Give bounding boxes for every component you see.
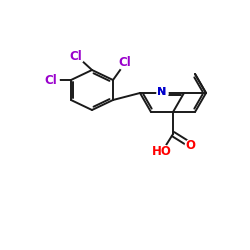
Text: Cl: Cl <box>44 74 58 86</box>
Text: N: N <box>158 87 166 97</box>
Text: O: O <box>186 138 196 151</box>
Text: Cl: Cl <box>70 50 82 62</box>
Text: HO: HO <box>152 145 172 158</box>
Text: Cl: Cl <box>119 56 132 68</box>
Text: N: N <box>158 87 166 97</box>
